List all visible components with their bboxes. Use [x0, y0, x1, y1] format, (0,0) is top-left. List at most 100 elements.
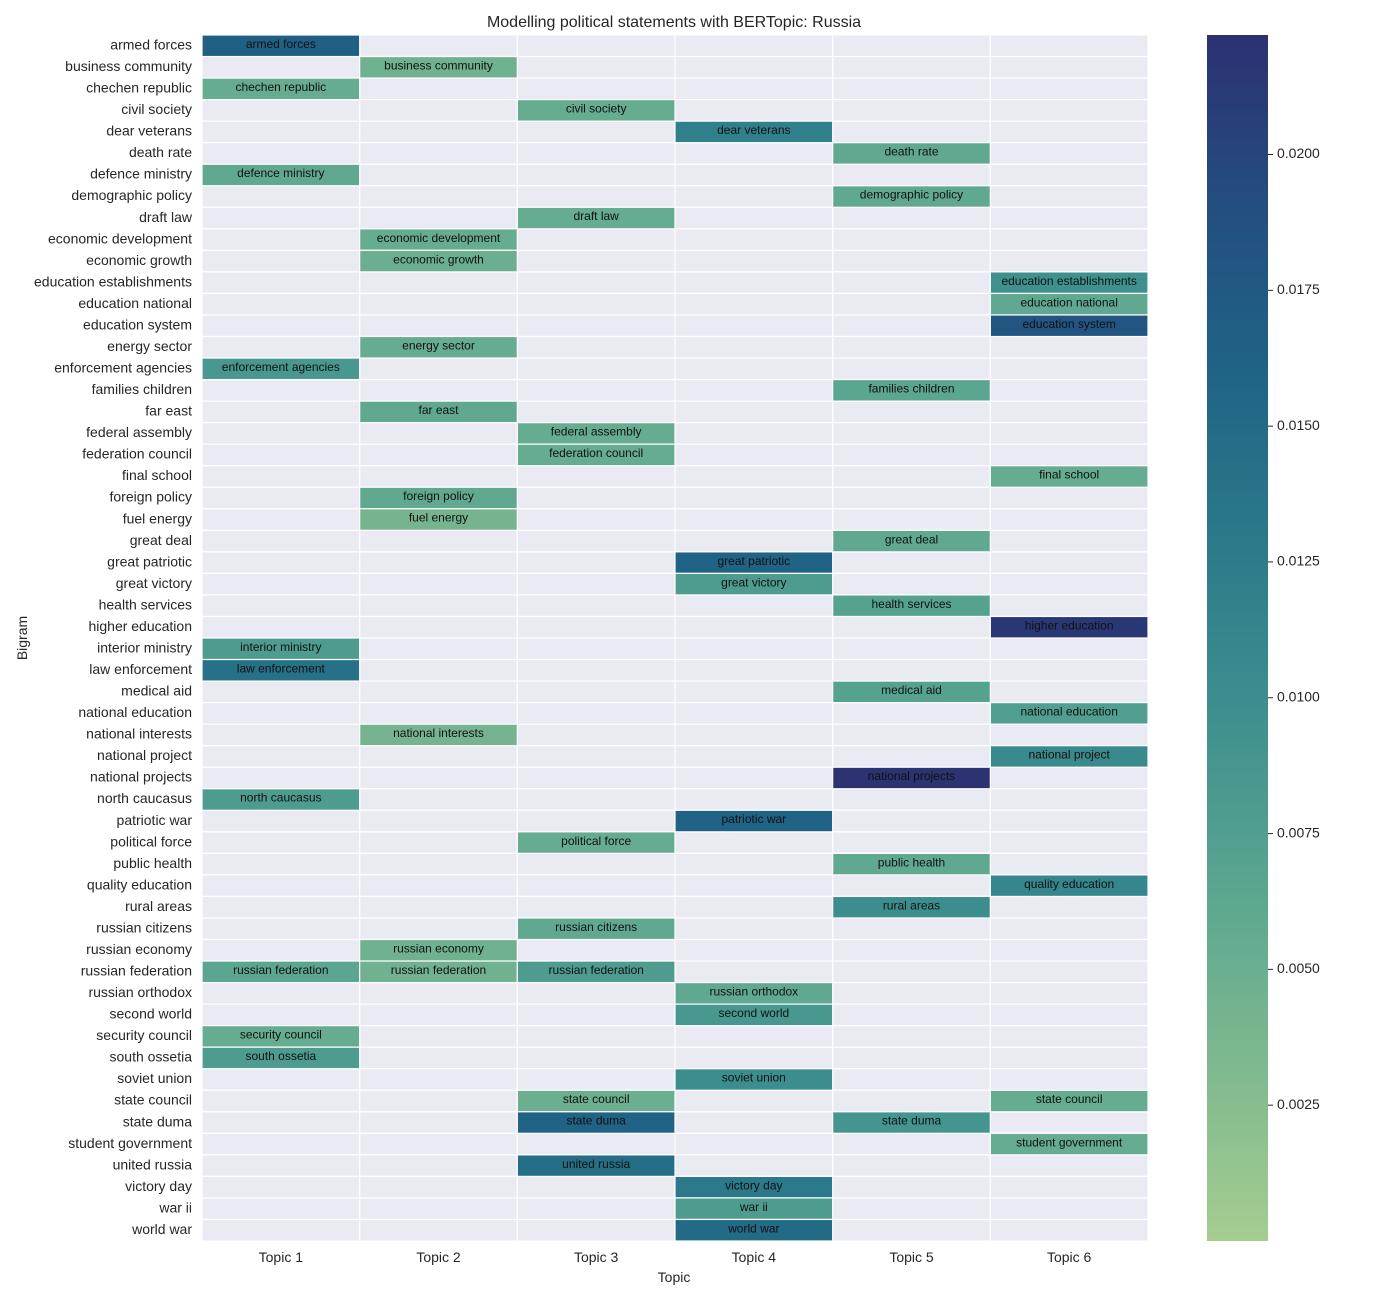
empty-cell [832, 292, 991, 316]
empty-cell [201, 551, 361, 574]
empty-cell [674, 788, 834, 811]
empty-cell [674, 508, 834, 531]
y-tick-label: united russia [113, 1156, 193, 1172]
y-tick-label: north caucasus [97, 790, 192, 806]
empty-cell [832, 572, 991, 596]
empty-cell [359, 142, 518, 165]
empty-cell [201, 206, 361, 230]
empty-cell [201, 1175, 361, 1199]
empty-cell [201, 745, 361, 768]
empty-cell [832, 99, 991, 122]
heatmap-cell [201, 658, 361, 682]
empty-cell [674, 142, 834, 165]
y-tick-labels: armed forces business community chechen re… [34, 36, 193, 1236]
y-tick-label: war ii [158, 1199, 192, 1215]
empty-cell [516, 809, 676, 833]
heatmap-cell [674, 1218, 834, 1242]
empty-cell [989, 594, 1149, 618]
empty-cell [989, 938, 1149, 962]
empty-cell [201, 1068, 361, 1091]
heatmap-cell [516, 960, 676, 984]
empty-cell [832, 163, 991, 187]
cell-label: great victory [721, 575, 786, 589]
y-tick-label: soviet union [117, 1070, 192, 1086]
empty-cell [674, 400, 834, 424]
empty-cell [674, 77, 834, 101]
empty-cell [201, 185, 361, 208]
empty-cell [516, 292, 676, 316]
empty-cell [674, 680, 834, 704]
empty-cell [989, 378, 1149, 402]
heatmap-cell [989, 465, 1149, 488]
empty-cell [359, 163, 518, 187]
colorbar-tick-label: 0.0100 [1277, 688, 1320, 704]
y-tick-label: state duma [123, 1113, 192, 1129]
empty-cell [201, 874, 361, 898]
cell-label: defence ministry [237, 166, 324, 180]
empty-cell [832, 443, 991, 467]
empty-cell [359, 658, 518, 682]
empty-cell [989, 142, 1149, 165]
empty-cell [832, 745, 991, 768]
cell-label: great patriotic [717, 554, 790, 568]
y-tick-label: russian citizens [96, 919, 192, 935]
cell-label: foreign policy [403, 489, 474, 503]
y-tick-label: foreign policy [110, 489, 193, 505]
empty-cell [359, 1003, 518, 1027]
cell-label: russian orthodox [709, 985, 798, 999]
y-tick-label: health services [99, 596, 192, 612]
empty-cell [359, 34, 518, 58]
y-tick-label: defence ministry [90, 166, 192, 182]
cell-label: patriotic war [721, 812, 786, 826]
empty-cell [516, 77, 676, 101]
heatmap-cell [674, 120, 834, 144]
y-tick-label: education establishments [34, 273, 192, 289]
empty-cell [359, 206, 518, 230]
y-tick-label: national interests [86, 726, 192, 742]
y-tick-label: families children [92, 381, 192, 397]
cell-label: economic development [377, 231, 501, 245]
y-tick-label: business community [65, 58, 192, 74]
y-tick-label: great patriotic [107, 553, 192, 569]
heatmap-cell [989, 1132, 1149, 1156]
x-tick-label: Topic 5 [889, 1249, 934, 1265]
empty-cell [516, 551, 676, 574]
heatmap-cell [832, 1111, 991, 1134]
heatmap-cell [359, 723, 518, 747]
empty-cell [832, 508, 991, 531]
y-tick-label: chechen republic [86, 80, 192, 96]
empty-cell [359, 1197, 518, 1221]
colorbar-tick-label: 0.0200 [1277, 145, 1320, 161]
empty-cell [201, 1154, 361, 1177]
y-tick-label: public health [113, 855, 192, 871]
empty-cell [832, 228, 991, 251]
heatmap-cell [516, 1111, 676, 1134]
empty-cell [674, 895, 834, 919]
y-tick-label: great deal [130, 532, 192, 548]
empty-cell [516, 852, 676, 876]
empty-cell [989, 185, 1149, 208]
empty-cell [201, 981, 361, 1005]
cell-label: russian federation [548, 963, 643, 977]
cell-label: chechen republic [235, 80, 326, 94]
empty-cell [516, 378, 676, 402]
empty-cell [832, 551, 991, 574]
empty-cell [674, 594, 834, 618]
empty-cell [516, 702, 676, 725]
empty-cell [832, 960, 991, 984]
colorbar-tick-label: 0.0025 [1277, 1096, 1320, 1112]
y-tick-label: federal assembly [86, 424, 192, 440]
empty-cell [989, 1068, 1149, 1091]
empty-cell [516, 1197, 676, 1221]
y-tick-label: economic development [48, 230, 192, 246]
cell-label: civil society [566, 102, 627, 116]
empty-cell [832, 1003, 991, 1027]
cell-label: armed forces [246, 37, 316, 51]
empty-cell [674, 163, 834, 187]
empty-cell [201, 1218, 361, 1242]
cell-label: families children [868, 382, 954, 396]
empty-cell [359, 615, 518, 639]
empty-cell [201, 99, 361, 122]
empty-cell [674, 1025, 834, 1048]
empty-cell [989, 1175, 1149, 1199]
